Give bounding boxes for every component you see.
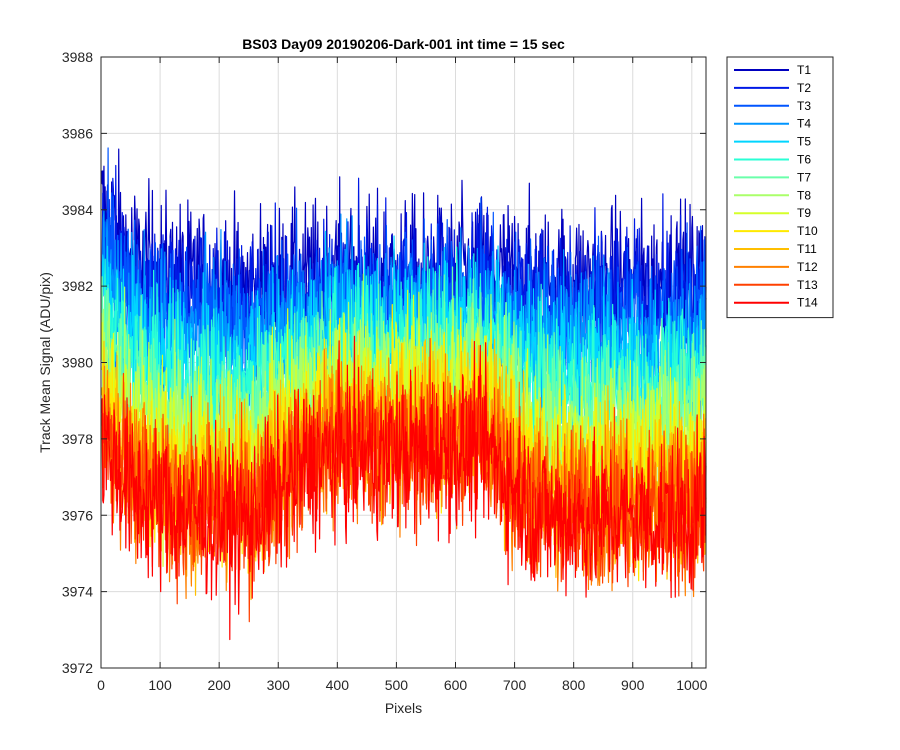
y-tick-label: 3988 [62, 49, 93, 65]
y-tick-label: 3972 [62, 660, 93, 676]
series-line-t14 [100, 335, 707, 641]
legend-label: T1 [797, 63, 811, 77]
x-axis-label: Pixels [385, 700, 422, 716]
legend-label: T11 [797, 242, 817, 256]
legend-label: T7 [797, 170, 811, 184]
y-tick-label: 3974 [62, 584, 93, 600]
x-tick-label: 700 [503, 677, 527, 693]
y-tick-label: 3976 [62, 507, 93, 523]
legend-label: T10 [797, 224, 818, 238]
x-tick-label: 900 [621, 677, 645, 693]
axis-ticks: 0 100 200 300 400 500 600 700 800 900 1000 3972 3974… [62, 49, 708, 693]
legend-label: T12 [797, 260, 818, 274]
legend-box [726, 56, 834, 319]
legend-label: T2 [797, 81, 811, 95]
x-tick-label: 800 [562, 677, 586, 693]
y-tick-label: 3984 [62, 202, 93, 218]
legend-label: T8 [797, 188, 811, 202]
legend-label: T4 [797, 117, 811, 131]
y-tick-label: 3982 [62, 278, 93, 294]
x-tick-label: 600 [444, 677, 468, 693]
y-tick-label: 3986 [62, 125, 93, 141]
plot-area: 0 100 200 300 400 500 600 700 800 900 1000 3972 3974… [62, 49, 708, 693]
x-tick-label: 200 [207, 677, 231, 693]
legend-label: T9 [797, 206, 811, 220]
legend: T1 T2 T3 T4 T5 T6 T7 T8 T9 T10 T11 T12 T13 T14 [726, 56, 834, 319]
x-tick-label: 100 [148, 677, 172, 693]
series-lines [100, 147, 707, 641]
x-tick-label: 1000 [676, 677, 707, 693]
x-tick-label: 300 [267, 677, 291, 693]
y-tick-label: 3978 [62, 431, 93, 447]
legend-label: T14 [797, 296, 818, 310]
legend-label: T5 [797, 135, 811, 149]
legend-label: T3 [797, 99, 811, 113]
legend-label: T6 [797, 153, 811, 167]
legend-label: T13 [797, 278, 818, 292]
chart-title: BS03 Day09 20190206-Dark-001 int time = … [242, 36, 565, 52]
x-tick-label: 500 [385, 677, 409, 693]
x-tick-label: 0 [97, 677, 105, 693]
y-tick-label: 3980 [62, 355, 93, 371]
y-axis-label: Track Mean Signal (ADU/pix) [37, 272, 53, 453]
x-tick-label: 400 [326, 677, 350, 693]
